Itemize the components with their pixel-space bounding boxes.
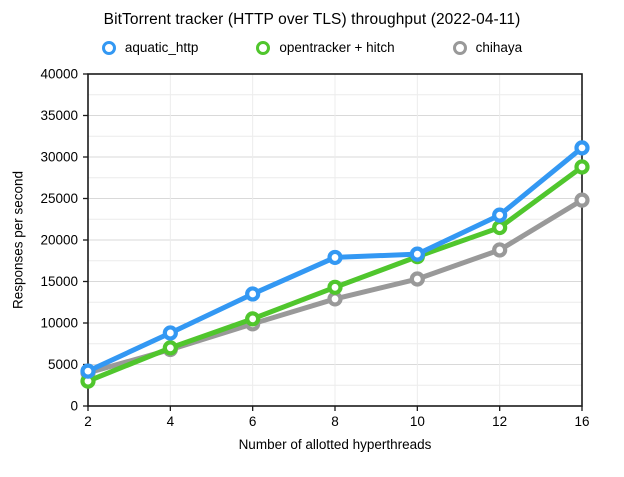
y-tick-label: 15000 [40, 274, 78, 289]
legend-marker-icon [452, 40, 467, 55]
data-point-marker [327, 279, 343, 295]
legend-label: opentracker + hitch [279, 40, 395, 55]
legend-item-chihaya: chihaya [452, 40, 523, 55]
x-tick-label: 8 [331, 414, 339, 429]
y-tick-label: 5000 [48, 357, 78, 372]
data-point-marker [492, 219, 508, 236]
legend-label: aquatic_http [124, 40, 199, 55]
data-point-marker [245, 286, 261, 302]
plot-frame [87, 73, 583, 407]
x-tick-label: 2 [84, 414, 92, 429]
data-point-marker [162, 325, 178, 341]
x-tick-label: 6 [249, 414, 257, 429]
y-tick-label: 10000 [40, 316, 78, 331]
data-point-marker [574, 159, 590, 175]
data-point-marker [162, 340, 178, 356]
data-point-marker [574, 140, 590, 156]
data-point-marker [409, 271, 425, 287]
legend-item-opentracker-hitch: opentracker + hitch [256, 40, 395, 55]
y-tick-label: 35000 [40, 108, 78, 123]
legend-marker-icon [101, 40, 116, 55]
y-tick-label: 30000 [40, 150, 78, 165]
y-tick-label: 20000 [40, 233, 78, 248]
data-point-marker [245, 311, 261, 327]
legend-label: chihaya [475, 40, 523, 55]
x-tick-label: 10 [410, 414, 425, 429]
y-tick-label: 40000 [40, 67, 78, 82]
y-tick-label: 25000 [40, 191, 78, 206]
legend: aquatic_http opentracker + hitch chihaya [0, 40, 624, 55]
data-point-marker [327, 249, 343, 266]
data-point-marker [492, 207, 508, 223]
chart-title: BitTorrent tracker (HTTP over TLS) throu… [103, 11, 521, 28]
data-point-marker [409, 246, 425, 262]
legend-item-aquatic-http: aquatic_http [101, 40, 199, 55]
data-point-marker [80, 363, 96, 379]
data-point-marker [327, 291, 343, 307]
y-tick-label: 0 [70, 399, 78, 414]
x-tick-label: 16 [574, 414, 589, 429]
x-tick-label: 4 [167, 414, 175, 429]
x-tick-label: 12 [492, 414, 507, 429]
legend-marker-icon [256, 40, 271, 55]
x-axis-title: Number of allotted hyperthreads [238, 437, 432, 452]
data-point-marker [574, 192, 590, 208]
data-point-marker [492, 242, 508, 258]
